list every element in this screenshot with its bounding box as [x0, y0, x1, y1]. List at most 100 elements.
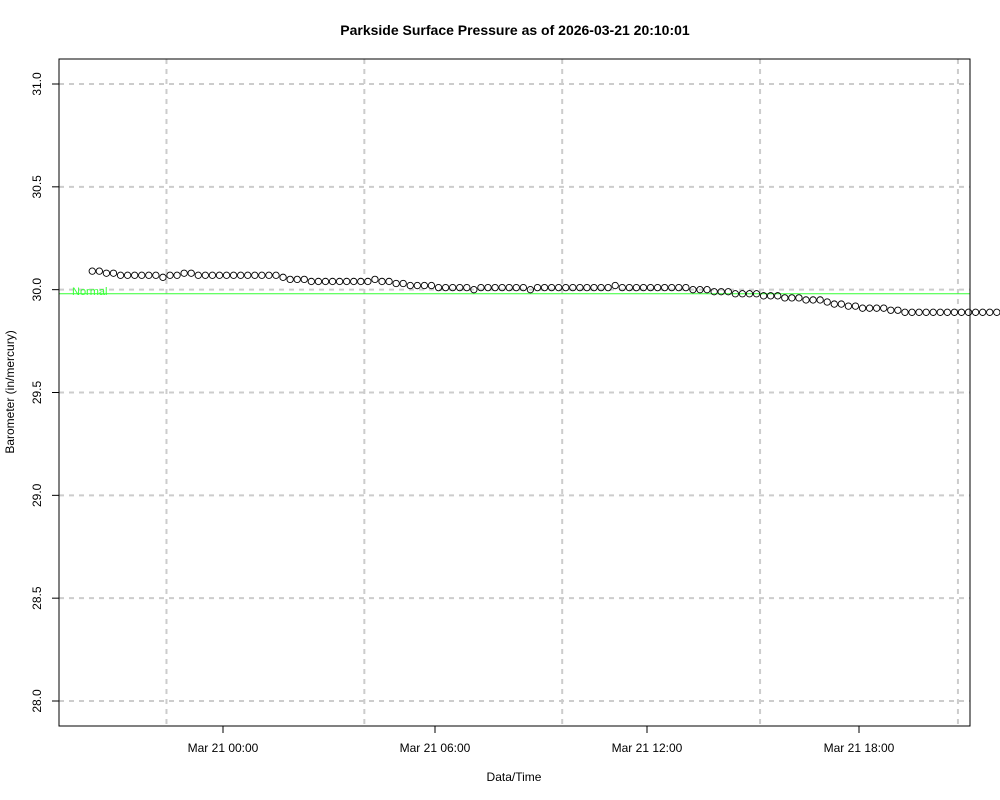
data-point — [406, 281, 414, 290]
gridlines — [59, 59, 970, 726]
data-point — [894, 306, 902, 314]
data-point — [498, 283, 506, 292]
data-point — [540, 283, 549, 292]
data-point — [321, 277, 330, 286]
data-point — [979, 308, 987, 316]
data-point — [668, 283, 676, 292]
data-point — [590, 283, 598, 292]
x-tick-label: Mar 21 06:00 — [400, 741, 471, 755]
data-point — [710, 288, 718, 296]
data-point — [533, 283, 542, 292]
data-point — [752, 290, 761, 298]
data-point — [696, 286, 704, 294]
data-point — [795, 294, 803, 302]
data-point — [632, 283, 641, 292]
data-point — [413, 281, 421, 290]
data-point — [371, 275, 379, 284]
data-point — [237, 271, 245, 279]
data-point — [484, 283, 492, 292]
data-point — [858, 304, 867, 312]
data-point — [102, 269, 111, 277]
data-point — [519, 283, 527, 292]
data-point — [300, 275, 308, 284]
data-point — [604, 283, 612, 292]
data-point — [286, 275, 294, 284]
data-point — [767, 292, 775, 300]
data-point — [689, 286, 697, 294]
data-point — [562, 283, 570, 292]
data-point — [187, 269, 195, 277]
data-point — [166, 271, 174, 279]
data-point — [145, 271, 153, 279]
data-point — [576, 283, 584, 292]
data-point — [943, 308, 951, 316]
data-point — [272, 271, 280, 279]
data-point — [131, 271, 139, 279]
data-point — [420, 281, 429, 290]
data-point — [526, 286, 535, 294]
data-point — [781, 294, 789, 302]
data-point — [208, 271, 217, 279]
y-tick-label: 28.5 — [30, 586, 44, 610]
data-point — [724, 288, 732, 296]
data-point — [244, 271, 252, 279]
data-point — [583, 283, 591, 292]
data-point — [293, 275, 301, 284]
data-point — [922, 308, 930, 316]
data-point — [265, 271, 273, 279]
data-point — [441, 283, 450, 292]
data-point — [950, 308, 959, 316]
data-point — [745, 290, 754, 298]
data-point — [865, 304, 874, 312]
data-point — [222, 271, 231, 279]
data-point — [802, 296, 810, 304]
y-tick-label: 30.0 — [30, 278, 44, 302]
data-point — [547, 283, 556, 292]
data-point — [123, 271, 132, 279]
data-point — [639, 283, 648, 292]
data-point — [971, 308, 980, 316]
y-tick-label: 29.0 — [30, 483, 44, 507]
data-point — [385, 277, 393, 286]
data-point — [279, 273, 287, 281]
y-tick-label: 31.0 — [30, 72, 44, 96]
y-axis-label: Barometer (in/mercury) — [3, 330, 17, 453]
data-point — [597, 283, 605, 292]
data-point — [116, 271, 125, 279]
data-point — [816, 296, 824, 304]
data-point — [682, 283, 690, 292]
data-point — [887, 306, 895, 314]
data-point — [837, 300, 845, 308]
data-point — [986, 308, 994, 316]
data-point — [194, 271, 202, 279]
data-point — [851, 302, 860, 310]
data-point — [456, 283, 464, 292]
data-point — [335, 277, 344, 286]
data-point — [703, 286, 711, 294]
data-point — [251, 271, 259, 279]
data-point — [646, 283, 655, 292]
normal-reference: Normal — [59, 286, 970, 298]
data-point — [844, 302, 853, 310]
y-tick-label: 30.5 — [30, 175, 44, 199]
data-point — [738, 290, 747, 298]
data-point — [653, 283, 662, 292]
data-point — [229, 271, 238, 279]
data-point — [307, 277, 315, 286]
data-point — [152, 271, 160, 279]
data-point — [675, 283, 683, 292]
data-point — [936, 308, 944, 316]
data-point — [138, 271, 146, 279]
data-point — [611, 281, 619, 290]
data-point — [378, 277, 386, 286]
data-point — [625, 283, 633, 292]
y-tick-label: 29.5 — [30, 380, 44, 404]
data-point — [173, 271, 181, 279]
data-point — [328, 277, 337, 286]
data-point — [477, 283, 485, 292]
data-point — [957, 308, 966, 316]
data-point — [201, 271, 209, 279]
chart-title: Parkside Surface Pressure as of 2026-03-… — [340, 22, 690, 38]
data-point — [731, 290, 739, 298]
